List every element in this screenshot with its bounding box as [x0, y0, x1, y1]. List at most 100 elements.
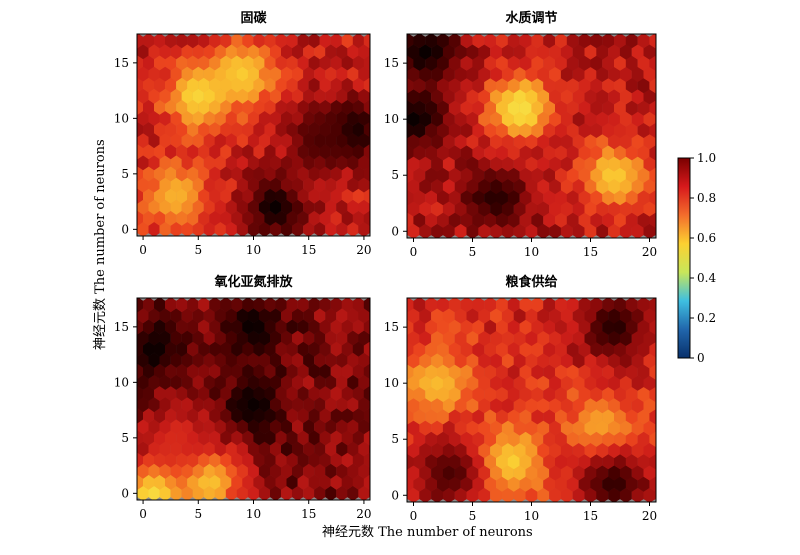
- hex-cell: [176, 430, 188, 446]
- hex-cell: [661, 476, 673, 491]
- hex-cell: [484, 476, 497, 492]
- hex-cell: [649, 341, 656, 358]
- hex-cell: [137, 400, 138, 409]
- hex-cell: [631, 201, 644, 217]
- hex-cell: [572, 442, 585, 459]
- hex-cell: [490, 398, 503, 414]
- hex-cell: [643, 134, 656, 150]
- hex-cell: [363, 188, 370, 204]
- hex-cell: [247, 133, 260, 149]
- hex-cell: [413, 476, 426, 492]
- hex-cell: [253, 363, 265, 379]
- hex-cell: [655, 92, 656, 102]
- hex-cell: [407, 330, 420, 346]
- hex-cell: [347, 330, 359, 346]
- hex-cell: [369, 91, 370, 101]
- hex-cell: [242, 166, 254, 182]
- hex-cell: [347, 352, 359, 368]
- hex-cell: [619, 223, 632, 238]
- hex-cell: [275, 408, 287, 424]
- hex-cell: [466, 330, 479, 346]
- hex-cell: [181, 133, 193, 149]
- hex-cell: [625, 409, 638, 425]
- hex-cell: [643, 398, 656, 414]
- hex-cell: [220, 188, 232, 204]
- hex-cell: [631, 89, 644, 105]
- hex-cell: [437, 100, 449, 116]
- hex-cell: [661, 297, 673, 312]
- hex-cell: [419, 487, 432, 502]
- hex-cell: [143, 319, 155, 335]
- hex-cell: [596, 156, 609, 172]
- hex-cell: [247, 66, 260, 82]
- hex-cell: [549, 134, 562, 150]
- hex-cell: [596, 89, 609, 105]
- hex-cell: [519, 190, 532, 206]
- hex-cell: [496, 55, 508, 71]
- hex-cell: [203, 352, 215, 368]
- hex-cell: [341, 55, 353, 71]
- hex-cell: [281, 221, 293, 236]
- hex-cell: [264, 34, 276, 49]
- hex-cell: [236, 88, 249, 104]
- hex-cell: [137, 363, 144, 379]
- hex-cell: [292, 221, 304, 236]
- hex-cell: [448, 364, 461, 380]
- hex-cell: [192, 374, 204, 390]
- hex-cell: [292, 66, 304, 82]
- hex-cell: [264, 474, 276, 490]
- hex-cell: [143, 77, 155, 93]
- hex-cell: [308, 474, 320, 490]
- hex-cell: [496, 145, 508, 161]
- hex-cell: [501, 375, 514, 391]
- hex-cell: [258, 110, 271, 126]
- hex-cell: [192, 110, 204, 126]
- hex-cell: [148, 308, 160, 324]
- hex-cell: [363, 166, 370, 182]
- hex-cell: [555, 145, 567, 161]
- hex-cell: [154, 474, 166, 490]
- hex-cell: [596, 44, 609, 60]
- hex-cell: [566, 190, 579, 206]
- hex-cell: [448, 145, 461, 161]
- hex-cell: [159, 397, 171, 413]
- hex-cell: [187, 77, 199, 93]
- hex-cell: [198, 144, 210, 160]
- hex-cell: [531, 341, 544, 358]
- hex-cell: [358, 155, 370, 171]
- hex-cell: [225, 133, 237, 149]
- hex-cell: [507, 476, 520, 492]
- hex-cell: [375, 144, 386, 159]
- hex-cell: [137, 44, 149, 60]
- hex-cell: [358, 463, 370, 479]
- y-tick-label: 0: [391, 488, 399, 502]
- hex-cell: [584, 442, 597, 459]
- hex-cell: [308, 144, 320, 160]
- hex-cell: [560, 465, 573, 481]
- hex-cell: [407, 122, 414, 138]
- hex-cell: [253, 99, 265, 115]
- hex-cell: [148, 44, 160, 60]
- hex-cell: [181, 308, 193, 324]
- hex-cell: [258, 177, 271, 193]
- hex-cell: [297, 408, 309, 424]
- hex-cell: [247, 463, 260, 479]
- hex-cell: [431, 66, 444, 82]
- hex-cell: [478, 223, 491, 238]
- hex-cell: [375, 166, 386, 181]
- hex-cell: [319, 34, 331, 49]
- hex-cell: [303, 397, 315, 413]
- hex-cell: [176, 385, 188, 401]
- hex-cell: [431, 44, 444, 60]
- hex-cell: [608, 420, 621, 436]
- hex-cell: [170, 485, 182, 500]
- hex-cell: [637, 77, 650, 94]
- hex-cell: [419, 66, 432, 82]
- hex-cell: [176, 55, 188, 71]
- hex-cell: [442, 178, 455, 195]
- hex-cell: [537, 375, 550, 391]
- hex-cell: [643, 420, 656, 436]
- hex-cell: [137, 397, 149, 413]
- hex-cell: [619, 487, 632, 502]
